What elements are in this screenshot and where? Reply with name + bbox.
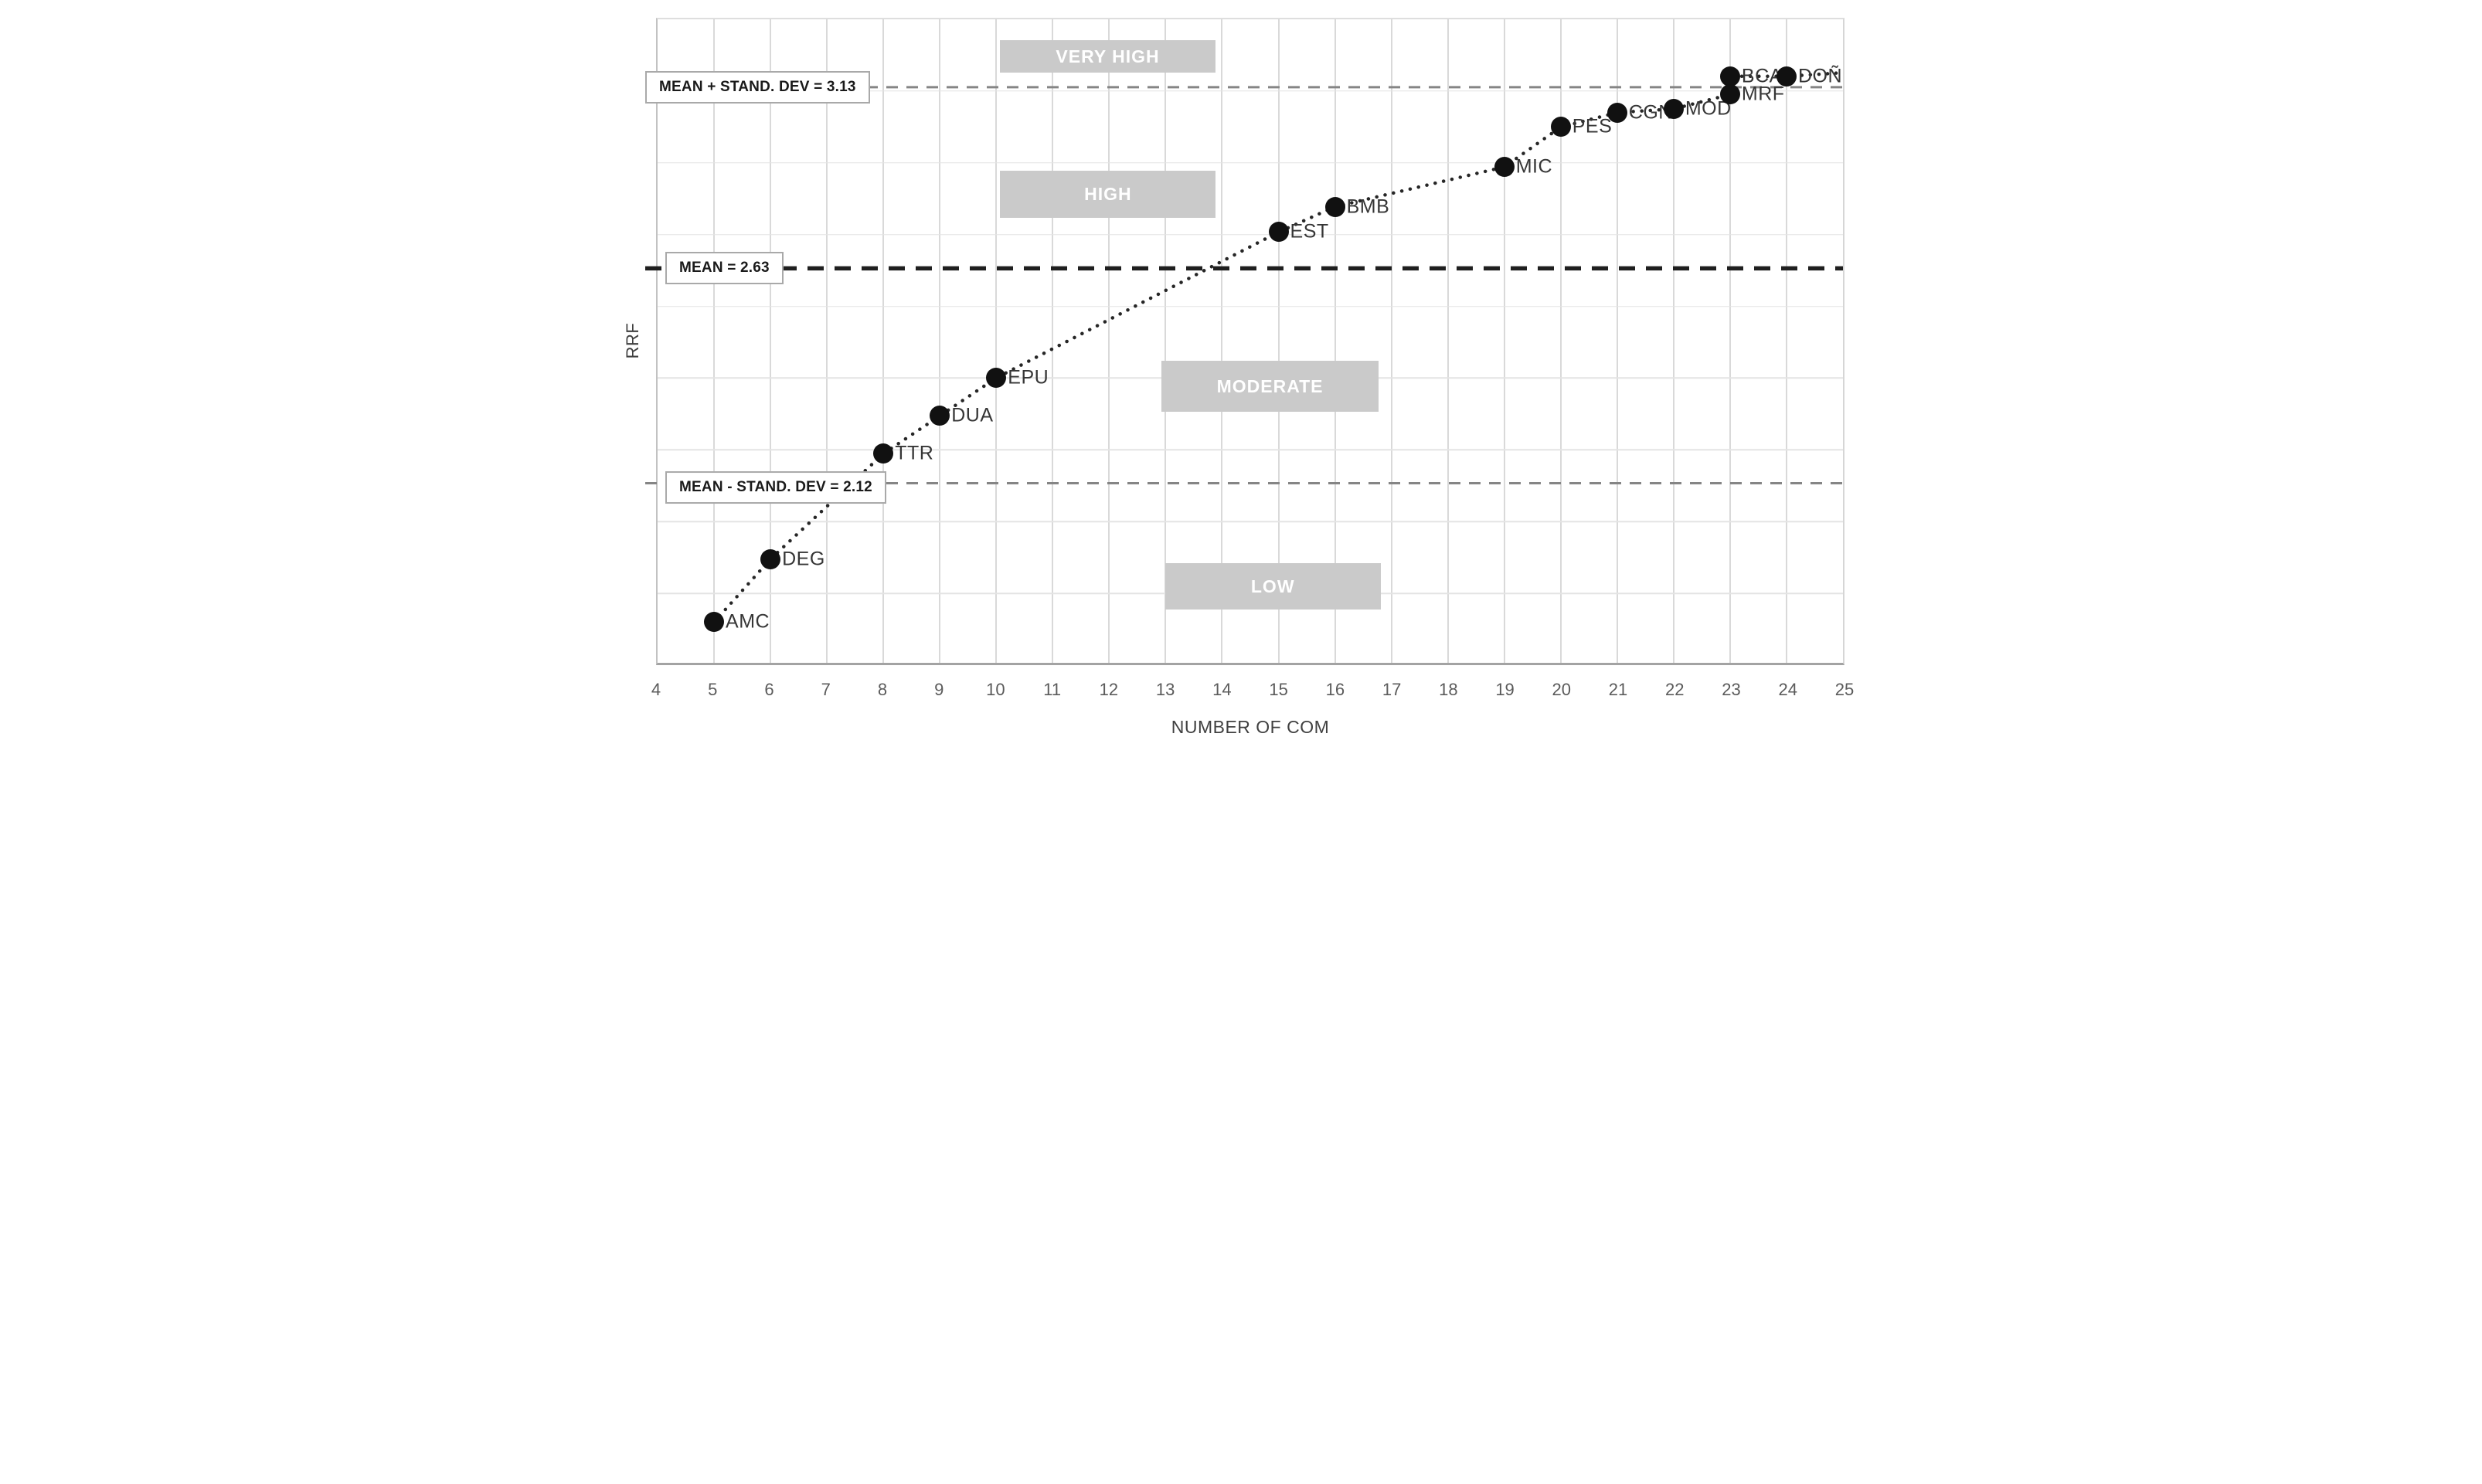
data-point-epu xyxy=(986,368,1007,389)
horizontal-gridline xyxy=(658,521,1843,522)
x-tick-label: 23 xyxy=(1722,680,1741,699)
plot-area: VERY HIGH HIGH MODERATE LOW AMC DEG TTR DUA EPU… xyxy=(645,18,1845,665)
x-tick-label: 14 xyxy=(1212,680,1232,699)
x-tick-label: 24 xyxy=(1778,680,1797,699)
horizontal-gridline xyxy=(658,233,1843,236)
vertical-gridline xyxy=(1390,19,1392,663)
x-tick-label: 12 xyxy=(1099,680,1119,699)
vertical-gridline xyxy=(1277,19,1280,663)
data-point-pes xyxy=(1550,117,1571,138)
x-tick-label: 6 xyxy=(764,680,774,699)
x-tick-label: 10 xyxy=(986,680,1005,699)
x-tick-label: 17 xyxy=(1382,680,1402,699)
data-point-label: TTR xyxy=(895,442,934,464)
x-tick-label: 15 xyxy=(1269,680,1288,699)
vertical-gridline xyxy=(1052,19,1054,663)
data-point-label: AMC xyxy=(726,610,770,633)
data-point-cgn xyxy=(1606,102,1627,123)
x-axis-ticks: 4 5 6 7 8 9 10 11 12 13 14 15 16 17 18 19 20 21 22 23 24 25 xyxy=(651,680,1854,700)
data-point-deg xyxy=(760,548,781,569)
vertical-gridline xyxy=(1108,19,1110,663)
vertical-gridline xyxy=(826,19,828,663)
data-point-label: DUA xyxy=(951,404,994,426)
data-point-label: MIC xyxy=(1515,155,1553,178)
x-tick-label: 7 xyxy=(821,680,831,699)
zone-label: HIGH xyxy=(1084,183,1132,204)
data-point-mod xyxy=(1663,99,1684,120)
x-tick-label: 4 xyxy=(651,680,661,699)
x-tick-label: 21 xyxy=(1608,680,1628,699)
data-point-label: EST xyxy=(1290,220,1329,243)
horizontal-gridline xyxy=(658,162,1843,164)
vertical-gridline xyxy=(1503,19,1505,663)
x-axis-title: NUMBER OF COM xyxy=(1171,717,1330,737)
y-axis-title: RRF xyxy=(623,322,642,359)
data-point-bmb xyxy=(1324,196,1345,217)
data-point-bca xyxy=(1719,66,1740,87)
zone-box-high: HIGH xyxy=(1000,170,1216,218)
x-tick-label: 18 xyxy=(1439,680,1458,699)
vertical-gridline xyxy=(1334,19,1336,663)
data-point-mrf xyxy=(1719,84,1740,105)
x-tick-label: 11 xyxy=(1043,680,1062,699)
x-tick-label: 22 xyxy=(1665,680,1685,699)
zone-box-moderate: MODERATE xyxy=(1161,361,1379,412)
vertical-gridline xyxy=(1672,19,1674,663)
horizontal-gridline xyxy=(658,90,1843,92)
trend-line xyxy=(712,70,1845,624)
x-tick-label: 19 xyxy=(1495,680,1515,699)
vertical-gridline xyxy=(1785,19,1787,663)
x-tick-label: 20 xyxy=(1552,680,1572,699)
vertical-gridline xyxy=(882,19,885,663)
data-point-label: DEG xyxy=(782,548,825,570)
vertical-gridline xyxy=(995,19,998,663)
x-tick-label: 9 xyxy=(934,680,944,699)
zone-label: LOW xyxy=(1250,576,1295,596)
vertical-gridline xyxy=(1559,19,1562,663)
data-point-est xyxy=(1268,222,1289,243)
vertical-gridline xyxy=(939,19,941,663)
data-point-ttr xyxy=(873,443,894,464)
x-tick-label: 13 xyxy=(1155,680,1175,699)
x-tick-label: 5 xyxy=(708,680,718,699)
data-point-doñ xyxy=(1776,66,1797,87)
vertical-gridline xyxy=(770,19,772,663)
data-point-amc xyxy=(704,612,725,633)
reference-line-label: MEAN - STAND. DEV = 2.12 xyxy=(665,470,886,504)
vertical-gridline xyxy=(1616,19,1618,663)
data-point-mic xyxy=(1494,157,1515,178)
zone-label: VERY HIGH xyxy=(1056,46,1160,66)
data-point-label: MRF xyxy=(1741,83,1785,105)
reference-line-label: MEAN + STAND. DEV = 3.13 xyxy=(645,70,870,104)
vertical-gridline xyxy=(1729,19,1731,663)
vertical-gridline xyxy=(1221,19,1223,663)
vertical-gridline xyxy=(713,19,716,663)
zone-box-low: LOW xyxy=(1164,563,1381,610)
data-point-label: BCA xyxy=(1741,65,1783,87)
x-tick-label: 16 xyxy=(1325,680,1345,699)
horizontal-gridline xyxy=(658,305,1843,307)
zone-box-very-high: VERY HIGH xyxy=(1000,39,1216,73)
x-tick-label: 8 xyxy=(877,680,888,699)
data-point-label: DOÑ xyxy=(1797,65,1842,87)
data-point-dua xyxy=(930,406,950,426)
zone-label: MODERATE xyxy=(1216,375,1324,396)
reference-line-label: MEAN = 2.63 xyxy=(665,252,784,285)
data-point-label: BMB xyxy=(1346,195,1390,218)
data-point-label: EPU xyxy=(1008,366,1049,389)
data-point-label: PES xyxy=(1572,115,1613,138)
vertical-gridline xyxy=(1164,19,1167,663)
x-tick-label: 25 xyxy=(1834,680,1855,699)
rrf-scatter-chart: RRF VERY HIGH HIGH MODERATE LOW AMC DEG TTR DU… xyxy=(620,0,1862,742)
vertical-gridline xyxy=(1447,19,1449,663)
horizontal-gridline xyxy=(658,449,1843,451)
